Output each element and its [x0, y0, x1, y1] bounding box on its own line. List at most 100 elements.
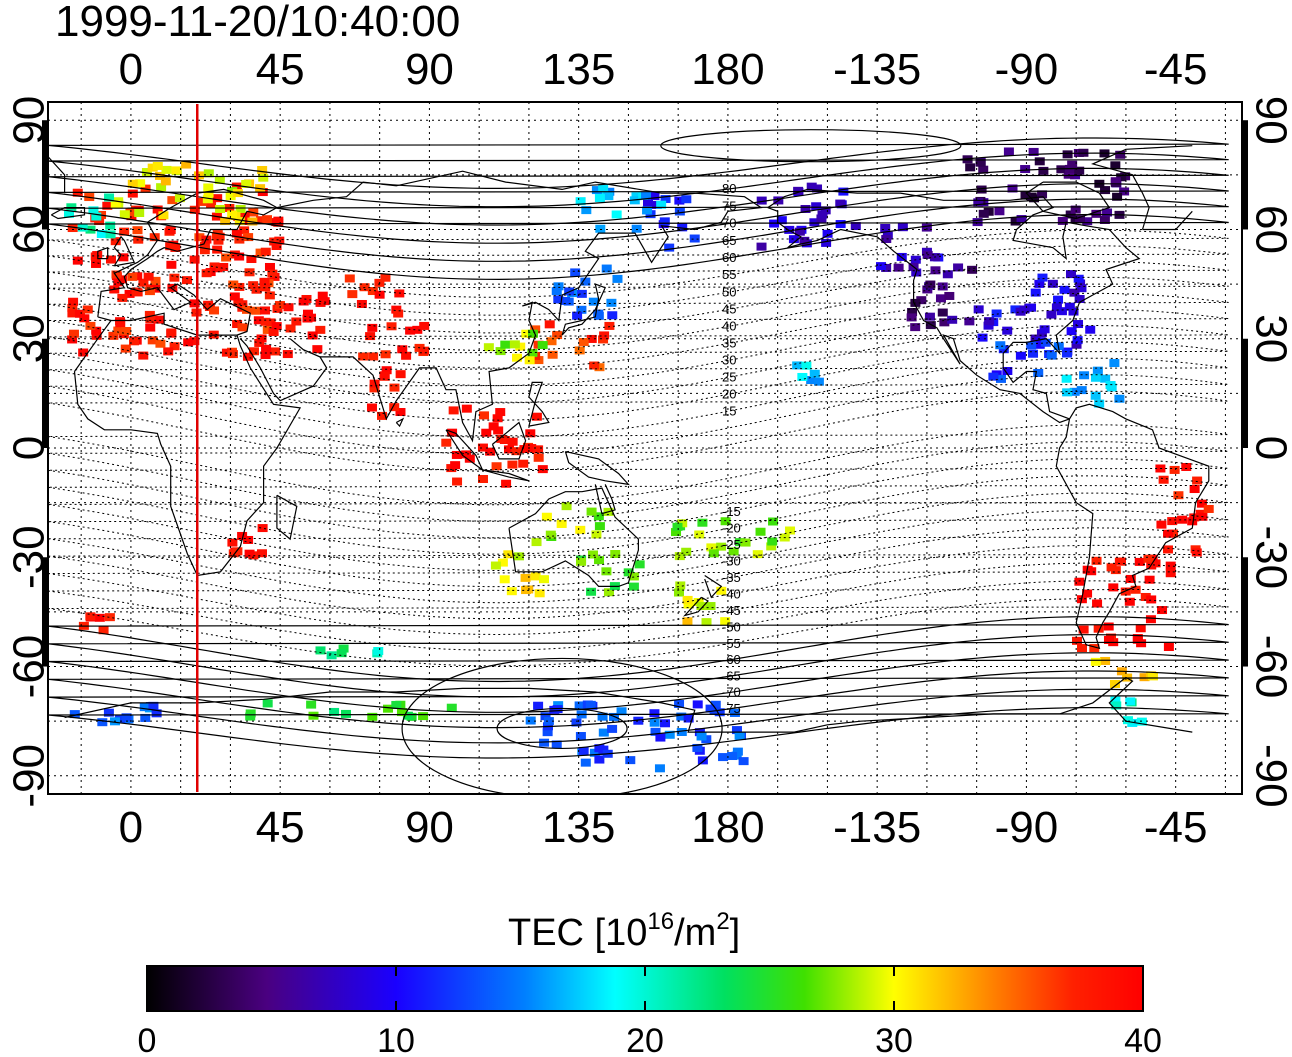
tec-cell	[174, 194, 185, 203]
tec-cell	[571, 718, 582, 727]
tec-cell	[735, 538, 746, 547]
tec-cell	[1109, 679, 1120, 688]
tec-cell	[344, 274, 355, 283]
tec-cell	[1111, 701, 1122, 710]
tec-cell	[574, 346, 585, 355]
contour-label: -30	[722, 554, 741, 569]
tec-cell	[701, 618, 712, 627]
tec-cell	[1030, 334, 1041, 343]
tec-cell	[1136, 639, 1147, 648]
tec-cell	[1068, 307, 1079, 316]
tec-cell	[161, 165, 172, 174]
contour-line	[48, 167, 1229, 226]
tec-cell	[1114, 394, 1125, 403]
tec-cell	[1145, 615, 1156, 624]
tec-cell	[1066, 327, 1077, 336]
tec-cell	[809, 218, 820, 227]
tec-cell	[732, 747, 743, 756]
tec-cell	[676, 727, 687, 736]
tec-cell	[165, 226, 176, 235]
tec-cell	[104, 613, 115, 622]
coastline	[767, 207, 1070, 424]
tec-cell	[593, 512, 604, 521]
tec-cell	[85, 612, 96, 621]
tec-cell	[643, 198, 654, 207]
tec-cell	[209, 262, 220, 271]
tec-cell	[519, 445, 530, 454]
tec-cell	[589, 361, 600, 370]
tec-cell	[553, 282, 564, 291]
tec-cell	[664, 730, 675, 739]
tec-cell	[239, 226, 250, 235]
tec-cell	[254, 338, 265, 347]
tec-cell	[672, 522, 683, 531]
tec-cell	[983, 321, 994, 330]
tec-cell	[215, 205, 226, 214]
tec-cell	[97, 718, 108, 727]
tec-cell	[368, 352, 379, 361]
tec-cell	[659, 217, 670, 226]
tec-cell	[766, 542, 777, 551]
tec-cell	[151, 709, 162, 718]
tec-cell	[729, 708, 740, 717]
contour-line	[48, 308, 1229, 387]
tec-cell	[495, 408, 506, 417]
tec-cell	[260, 317, 271, 326]
contour-label: -25	[722, 537, 741, 552]
y-right-tick-label: 60	[1246, 205, 1292, 254]
y-right-tick-label: -30	[1246, 525, 1292, 589]
tec-cell	[924, 312, 935, 321]
tec-cell	[880, 223, 891, 232]
tec-cell	[94, 217, 105, 226]
tec-cell	[199, 241, 210, 250]
tec-cell	[531, 412, 542, 421]
tec-cell	[586, 507, 597, 516]
tec-cell	[69, 710, 80, 719]
tec-cell	[977, 333, 988, 342]
tec-cell	[604, 321, 615, 330]
tec-cell	[389, 383, 400, 392]
tec-cell	[1051, 303, 1062, 312]
tec-cell	[329, 707, 340, 716]
tec-cell	[110, 237, 121, 246]
tec-cell	[511, 447, 522, 456]
tec-cell	[907, 307, 918, 316]
tec-cell	[1026, 192, 1037, 201]
tec-cell	[306, 700, 317, 709]
tec-cell	[369, 384, 380, 393]
tec-cell	[696, 602, 707, 611]
tec-cell	[1072, 336, 1083, 345]
tec-cell	[131, 287, 142, 296]
y-right-tick-label: 0	[1246, 436, 1292, 460]
tec-cell	[243, 233, 254, 242]
tec-cell	[1122, 716, 1133, 725]
grid-lines	[48, 102, 1242, 794]
tec-cell	[539, 738, 550, 747]
tec-cell	[953, 263, 964, 272]
tec-cell	[575, 525, 586, 534]
tec-cell	[693, 598, 704, 607]
x-bottom-tick-label: -45	[1144, 803, 1208, 852]
tec-cell	[674, 552, 685, 561]
tec-cell	[537, 465, 548, 474]
tec-cell	[1163, 529, 1174, 538]
tec-cell	[147, 336, 158, 345]
tec-cell	[127, 189, 138, 198]
tec-cell	[257, 165, 268, 174]
contour-label: -70	[722, 685, 741, 700]
contour-label: -55	[722, 636, 741, 651]
tec-cell	[189, 337, 200, 346]
tec-cell	[483, 343, 494, 352]
tec-cell	[166, 260, 177, 269]
contour-label: -50	[722, 619, 741, 634]
tec-cell	[797, 372, 808, 381]
tec-cell	[1108, 583, 1119, 592]
x-top-tick-label: 180	[691, 45, 764, 94]
tec-cell	[1074, 577, 1085, 586]
tec-cell	[209, 306, 220, 315]
tec-cell	[380, 350, 391, 359]
tec-cell	[88, 206, 99, 215]
tec-cell	[1167, 517, 1178, 526]
tec-cell	[683, 600, 694, 609]
tec-cell	[575, 732, 586, 741]
